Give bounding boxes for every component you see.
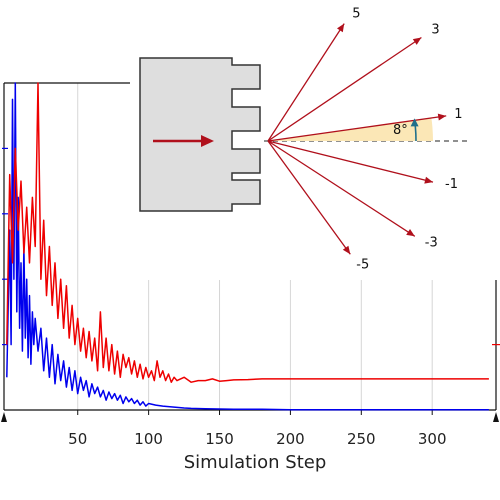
x-tick-label-3: 200	[276, 430, 305, 448]
diffracted-ray-head-5	[342, 245, 351, 255]
angle-label: 8°	[393, 123, 408, 138]
order-label-1: 3	[431, 23, 439, 38]
diffracted-ray-0	[267, 23, 345, 142]
order-label-3: -1	[445, 177, 458, 192]
diffracted-ray-2	[267, 115, 447, 142]
diffracted-ray-head-3	[424, 176, 433, 184]
x-tick-label-2: 150	[205, 430, 234, 448]
x-tick-label-5: 300	[418, 430, 447, 448]
incident-arrow-head	[201, 135, 214, 147]
diffracted-ray-head-1	[412, 37, 422, 45]
angle-arc-head	[410, 118, 419, 127]
order-label-0: 5	[352, 7, 360, 22]
order-label-5: -5	[356, 257, 369, 272]
diffracted-ray-5	[267, 140, 351, 255]
series-line-1	[6, 82, 489, 383]
order-label-2: 1	[454, 107, 462, 122]
x-axis-title: Simulation Step	[184, 452, 327, 473]
right-axis-marker	[493, 412, 499, 422]
diffracted-ray-head-4	[406, 229, 415, 237]
order-label-4: -3	[425, 235, 438, 250]
diffracted-ray-head-2	[437, 113, 447, 121]
diffracted-ray-head-0	[337, 23, 345, 33]
series-line-0	[6, 82, 489, 411]
diffracted-ray-4	[267, 140, 416, 237]
diffracted-ray-3	[267, 140, 434, 183]
grating-inset: 5 3 1 -1 -3 -5 8°	[130, 0, 500, 280]
x-tick-label-4: 250	[347, 430, 376, 448]
x-tick-label-0: 50	[68, 430, 87, 448]
x-tick-label-1: 100	[134, 430, 163, 448]
left-axis-marker	[1, 412, 7, 422]
grating-block	[139, 57, 261, 212]
diffracted-ray-1	[267, 36, 422, 142]
